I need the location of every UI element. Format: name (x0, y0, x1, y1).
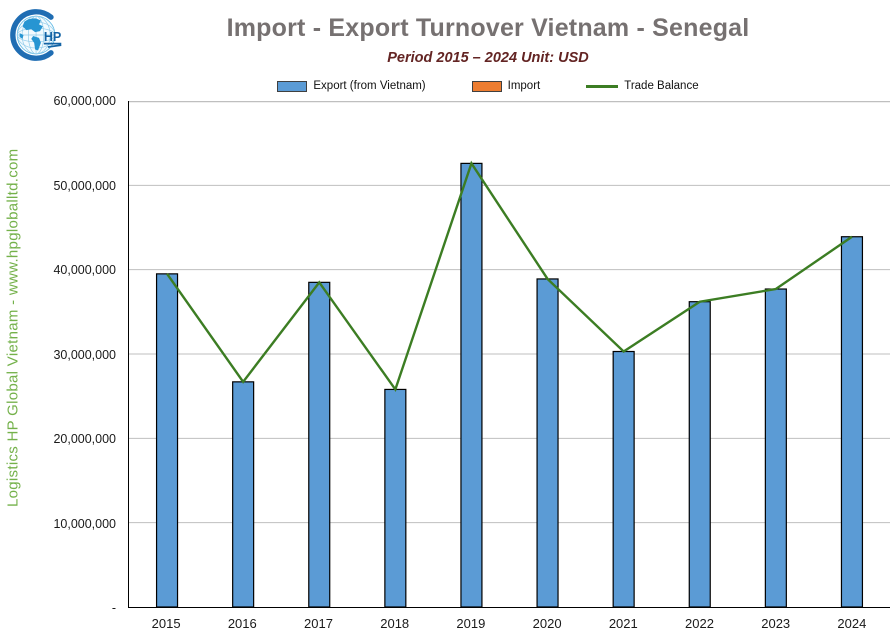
y-tick-label: 20,000,000 (53, 432, 116, 446)
bar-export-2016 (232, 381, 255, 607)
hp-monogram: HP (43, 30, 62, 48)
legend-item-import: Import (471, 80, 541, 92)
bar-export-2022 (688, 301, 711, 607)
globe-icon: HP (10, 9, 62, 61)
x-tick-label-2019: 2019 (456, 616, 486, 631)
x-tick-label-2018: 2018 (380, 616, 410, 631)
hp-global-logo-icon: HP (8, 4, 70, 66)
legend-label-import: Import (507, 80, 541, 92)
x-tick-label-2017: 2017 (304, 616, 333, 631)
x-tick-label-2020: 2020 (532, 616, 562, 631)
y-tick-label: 60,000,000 (53, 94, 116, 108)
bar-export-2015 (155, 273, 179, 607)
chart-legend: Export (from Vietnam) Import Trade Balan… (85, 76, 891, 96)
import-swatch-icon (471, 80, 502, 92)
trade-balance-swatch-icon (586, 84, 619, 88)
x-tick-label-2021: 2021 (608, 616, 638, 631)
y-tick-label: 30,000,000 (53, 347, 116, 362)
x-tick-label-2015: 2015 (151, 616, 181, 631)
chart-canvas (129, 101, 890, 607)
export-swatch-icon (277, 80, 308, 92)
y-tick-label: - (111, 601, 116, 615)
x-tick-label-2023: 2023 (761, 616, 791, 631)
trade-balance-line (166, 160, 853, 393)
bar-export-2024 (840, 236, 864, 607)
plot-area (128, 101, 890, 608)
legend-item-export: Export (from Vietnam) (277, 80, 426, 92)
bar-export-2020 (536, 278, 559, 607)
x-axis-labels: 2015 2016 2017 2018 2019 2020 2021 2022 … (128, 616, 890, 631)
legend-item-trade-balance: Trade Balance (586, 80, 699, 92)
y-tick-label: 50,000,000 (53, 178, 116, 193)
bar-export-2018 (384, 388, 407, 607)
y-axis-labels: 60,000,000 50,000,000 40,000,000 30,000,… (0, 92, 116, 617)
legend-label-trade-balance: Trade Balance (624, 80, 699, 92)
y-tick-label: 40,000,000 (53, 263, 116, 277)
x-tick-label-2022: 2022 (685, 616, 714, 631)
legend-label-export: Export (from Vietnam) (313, 80, 426, 92)
x-tick-label-2024: 2024 (837, 616, 867, 631)
bar-export-2023 (764, 288, 787, 607)
bar-export-2021 (612, 350, 635, 607)
bar-export-2017 (308, 281, 331, 607)
y-tick-label: 10,000,000 (53, 516, 116, 531)
bar-export-2019 (460, 162, 483, 607)
x-tick-label-2016: 2016 (227, 616, 257, 631)
svg-text:HP: HP (44, 30, 61, 44)
chart-subtitle: Period 2015 – 2024 Unit: USD (387, 50, 589, 66)
chart-title: Import - Export Turnover Vietnam - Seneg… (226, 14, 750, 42)
